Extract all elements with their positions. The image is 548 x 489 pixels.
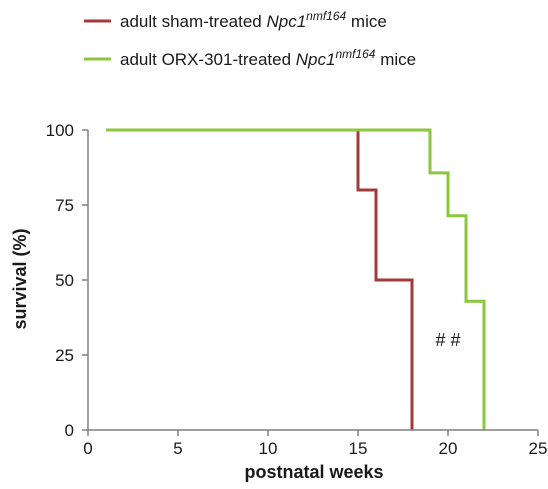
x-tick-label: 15 bbox=[349, 439, 368, 458]
x-tick-label: 10 bbox=[259, 439, 278, 458]
x-tick-label: 5 bbox=[173, 439, 182, 458]
annotation-layer: # # bbox=[435, 330, 460, 350]
x-tick-label: 0 bbox=[83, 439, 92, 458]
significance-annotation: # # bbox=[435, 330, 460, 350]
series-line-1 bbox=[106, 128, 414, 430]
y-tick-label: 75 bbox=[55, 196, 74, 215]
y-tick-label: 50 bbox=[55, 271, 74, 290]
legend-label-1: adult sham-treated Npc1nmf164 mice bbox=[120, 9, 387, 31]
series-line-2 bbox=[106, 128, 486, 430]
legend-label-2: adult ORX-301-treated Npc1nmf164 mice bbox=[120, 47, 416, 69]
x-tick-label: 20 bbox=[439, 439, 458, 458]
y-axis-title: survival (%) bbox=[10, 228, 30, 329]
y-tick-label: 25 bbox=[55, 346, 74, 365]
axes-layer: 0 25 50 75 100 0 5 10 15 20 25 bbox=[46, 121, 548, 458]
plot-area: 0 25 50 75 100 0 5 10 15 20 25 # # bbox=[46, 121, 548, 458]
x-axis-title: postnatal weeks bbox=[244, 462, 383, 482]
legend: adult sham-treated Npc1nmf164 mice adult … bbox=[84, 9, 416, 69]
x-tick-label: 25 bbox=[529, 439, 548, 458]
series-layer bbox=[106, 128, 486, 430]
y-tick-label: 100 bbox=[46, 121, 74, 140]
y-tick-label: 0 bbox=[65, 421, 74, 440]
